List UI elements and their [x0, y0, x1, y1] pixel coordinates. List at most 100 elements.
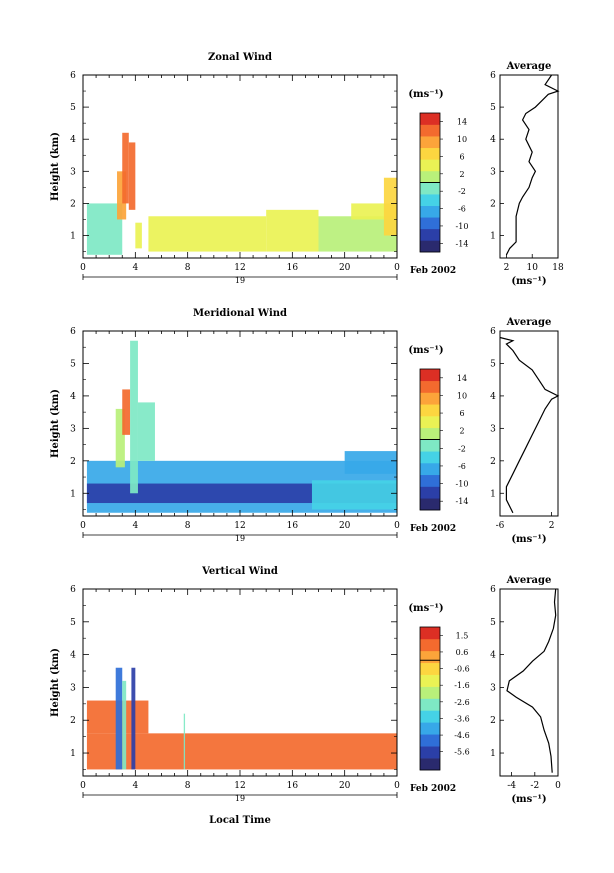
average-y-tick-label: 2 [490, 199, 496, 209]
colorbar-tick-label: -2 [458, 444, 466, 453]
y-tick-label: 4 [70, 392, 76, 402]
y-tick-label: 3 [70, 424, 76, 434]
average-title: Average [506, 317, 552, 328]
heatmap-cell [117, 171, 127, 220]
average-y-tick-label: 1 [490, 489, 496, 499]
y-tick-label: 3 [70, 683, 76, 693]
colorbar-tick-label: 0.6 [456, 648, 469, 657]
average-y-tick-label: 2 [490, 716, 496, 726]
average-y-tick-label: 6 [490, 327, 496, 337]
x-tick-label: 16 [287, 521, 299, 531]
y-tick-label: 1 [70, 749, 76, 759]
heatmap-cell [311, 480, 397, 510]
colorbar-swatch [420, 698, 440, 711]
colorbar-swatch [420, 205, 440, 218]
average-title: Average [506, 61, 552, 72]
colorbar-unit-label: (ms⁻¹) [408, 345, 443, 356]
x-tick-label: 8 [185, 521, 191, 531]
heatmap-cell [266, 209, 319, 252]
colorbar-swatch [420, 686, 440, 699]
average-x-tick-label: -2 [530, 781, 539, 791]
average-y-tick-label: 4 [490, 651, 496, 661]
x-tick-label: 8 [185, 263, 191, 273]
average-frame [499, 74, 559, 259]
colorbar-tick-label: -10 [456, 480, 469, 489]
colorbar-tick-label: -4.6 [454, 731, 469, 740]
colorbar-swatch [420, 404, 440, 417]
average-y-tick-label: 5 [490, 103, 496, 113]
colorbar-tick-label: 14 [457, 118, 467, 127]
colorbar-swatch [420, 416, 440, 429]
colorbar-swatch [420, 240, 440, 253]
y-tick-label: 3 [70, 167, 76, 177]
colorbar-swatch [420, 439, 440, 452]
colorbar-swatch [420, 486, 440, 499]
heatmap-cell [131, 667, 136, 770]
heatmap-cell [383, 177, 397, 236]
x-tick-label: 4 [132, 521, 138, 531]
heatmap-cell [115, 408, 125, 468]
heatmap-cell [128, 142, 136, 210]
colorbar-tick-label: 6 [459, 152, 464, 161]
x-tick-label: 0 [394, 781, 400, 791]
y-tick-label: 4 [70, 651, 76, 661]
y-tick-label: 2 [70, 457, 76, 467]
x-tick-label: 16 [287, 263, 299, 273]
colorbar-swatch [420, 463, 440, 476]
y-tick-label: 4 [70, 135, 76, 145]
colorbar-tick-label: -14 [456, 497, 469, 506]
average-x-tick-label: 0 [555, 781, 561, 791]
average-y-tick-label: 6 [490, 585, 496, 595]
x-tick-label: 20 [339, 263, 351, 273]
heatmap-cell [122, 680, 127, 770]
x-tick-label: 0 [394, 263, 400, 273]
average-frame [499, 588, 559, 777]
average-x-tick-label: 10 [526, 263, 538, 273]
average-y-tick-label: 6 [490, 71, 496, 81]
colorbar-tick-label: -6 [458, 462, 466, 471]
colorbar-tick-label: -14 [456, 239, 469, 248]
colorbar-swatch [420, 722, 440, 735]
y-tick-label: 5 [70, 359, 76, 369]
colorbar-swatch [420, 674, 440, 687]
heatmap-cell [183, 713, 186, 770]
y-tick-label: 6 [70, 327, 76, 337]
x-axis-label: Local Time [209, 815, 271, 826]
x-tick-label: 0 [80, 781, 86, 791]
colorbar-tick-label: 6 [459, 409, 464, 418]
colorbar-swatch [420, 147, 440, 160]
heatmap-cell [148, 216, 267, 252]
date-label: Feb 2002 [410, 266, 456, 276]
colorbar-swatch [420, 474, 440, 487]
y-tick-label: 1 [70, 489, 76, 499]
heatmap-cell [344, 451, 397, 474]
colorbar-tick-label: -10 [456, 222, 469, 231]
colorbar-swatch [420, 136, 440, 149]
x-tick-label: 20 [339, 521, 351, 531]
colorbar-tick-label: -6 [458, 205, 466, 214]
heatmap-cell [137, 402, 155, 461]
y-tick-label: 6 [70, 71, 76, 81]
colorbar-swatch [420, 627, 440, 640]
average-unit-label: (ms⁻¹) [511, 276, 546, 287]
heatmap-cell [135, 222, 142, 249]
average-y-tick-label: 4 [490, 392, 496, 402]
panel-title: Zonal Wind [208, 52, 272, 63]
x-tick-label: 12 [234, 781, 245, 791]
day-label: 19 [235, 534, 245, 543]
average-y-tick-label: 2 [490, 457, 496, 467]
colorbar-tick-label: -3.6 [454, 714, 469, 723]
colorbar-tick-label: 14 [457, 374, 467, 383]
colorbar-swatch [420, 170, 440, 183]
colorbar-swatch [420, 710, 440, 723]
x-tick-label: 4 [132, 781, 138, 791]
average-y-tick-label: 1 [490, 749, 496, 759]
date-label: Feb 2002 [410, 524, 456, 534]
heatmap-cell [122, 389, 131, 435]
colorbar-swatch [420, 734, 440, 747]
colorbar-swatch [420, 392, 440, 405]
date-label: Feb 2002 [410, 784, 456, 794]
